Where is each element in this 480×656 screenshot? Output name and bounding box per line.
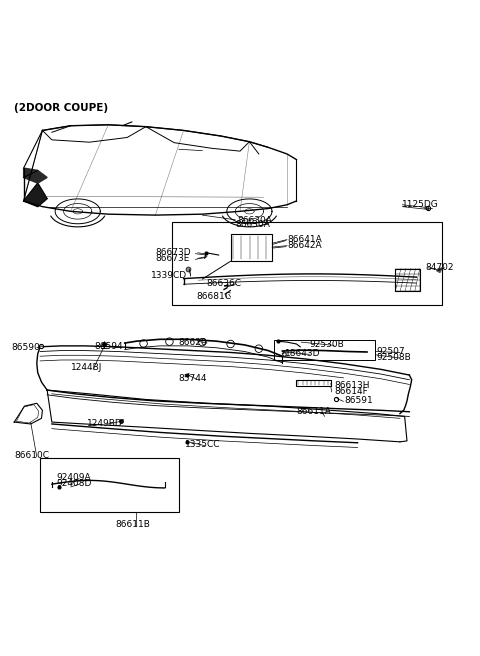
Bar	[230, 234, 272, 261]
Text: 86642A: 86642A	[287, 241, 322, 250]
Text: 86641A: 86641A	[287, 235, 322, 244]
Text: 86681C: 86681C	[197, 293, 232, 302]
Text: 92530B: 92530B	[310, 340, 344, 349]
Text: 86611A: 86611A	[297, 407, 331, 416]
Text: 1125DG: 1125DG	[402, 200, 439, 209]
Polygon shape	[437, 268, 442, 272]
Text: 92507: 92507	[376, 347, 405, 356]
Text: 86613H: 86613H	[334, 381, 370, 390]
Text: 86630A: 86630A	[238, 216, 273, 225]
Text: 86673D: 86673D	[156, 248, 191, 257]
Text: 1244BJ: 1244BJ	[71, 363, 102, 373]
Text: 1249BD: 1249BD	[87, 419, 123, 428]
Text: 86591: 86591	[345, 396, 373, 405]
Text: 86590: 86590	[12, 343, 41, 352]
Text: 92409A: 92409A	[57, 473, 91, 482]
Polygon shape	[24, 183, 47, 207]
Text: 85744: 85744	[178, 374, 206, 383]
Text: 86614F: 86614F	[334, 386, 368, 396]
Text: (2DOOR COUPE): (2DOOR COUPE)	[14, 103, 108, 113]
Text: 92508B: 92508B	[376, 353, 411, 361]
Polygon shape	[24, 168, 47, 183]
Text: 86594: 86594	[94, 342, 123, 352]
Bar	[274, 340, 375, 360]
Text: 18643D: 18643D	[285, 349, 320, 358]
Bar	[172, 222, 442, 306]
Text: 86620: 86620	[178, 338, 206, 346]
Text: 92408D: 92408D	[57, 479, 92, 487]
Text: 1339CD: 1339CD	[151, 271, 187, 280]
Text: 1335CC: 1335CC	[184, 440, 220, 449]
Text: 86611B: 86611B	[115, 520, 150, 529]
Text: 84702: 84702	[426, 263, 454, 272]
Text: 86630A: 86630A	[235, 220, 270, 230]
Bar	[40, 459, 179, 512]
Text: 86673E: 86673E	[156, 254, 190, 263]
Text: 86636C: 86636C	[206, 279, 241, 288]
Bar	[395, 269, 420, 291]
Bar	[296, 380, 331, 386]
Text: 86610C: 86610C	[14, 451, 49, 461]
